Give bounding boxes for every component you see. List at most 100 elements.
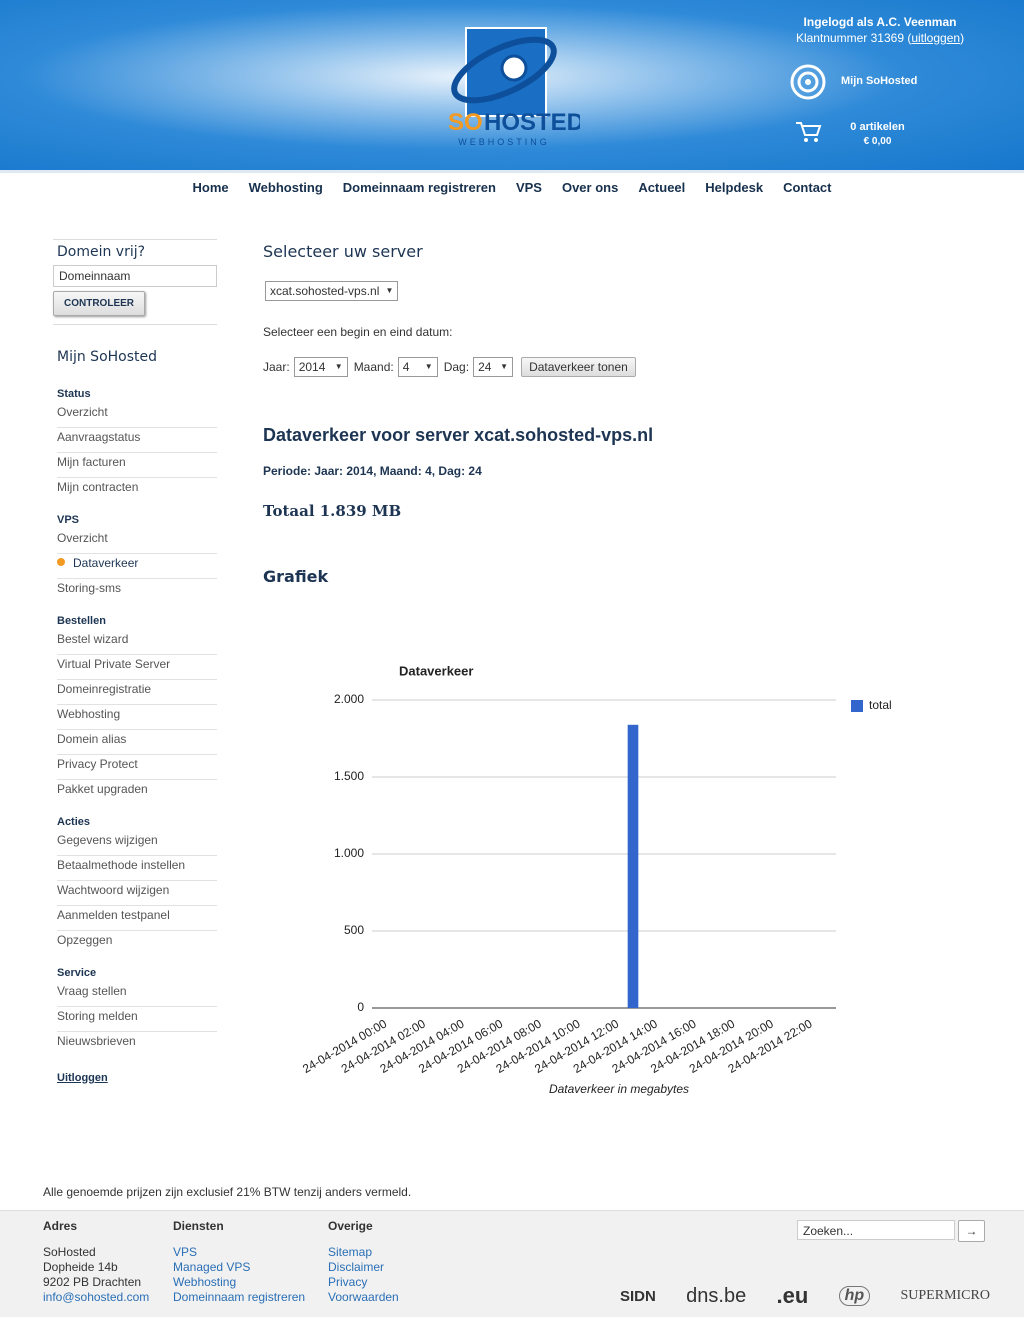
date-row: Jaar:2014 Maand:4 Dag:24 Dataverkeer ton… <box>263 357 636 377</box>
nav-item[interactable]: Domeinnaam registreren <box>342 180 496 195</box>
y-tick-label: 1.500 <box>334 769 364 783</box>
menu-item[interactable]: Bestel wizard <box>57 630 217 655</box>
menu-section: VPS Overzicht Dataverkeer Storing-sms <box>57 511 217 603</box>
menu-section: Status Overzicht Aanvraagstatus Mijn factur… <box>57 385 217 502</box>
section-title: VPS <box>57 514 80 526</box>
footer-link[interactable]: info@sohosted.com <box>43 1290 150 1304</box>
nav-item[interactable]: VPS <box>515 180 542 195</box>
domain-title: Domein vrij? <box>57 244 146 260</box>
menu-item[interactable]: Mijn facturen <box>57 453 217 478</box>
section-items: Bestel wizard Virtual Private Server Domei… <box>57 630 217 804</box>
domain-input[interactable]: Domeinnaam <box>53 265 217 287</box>
menu-item[interactable]: Betaalmethode instellen <box>57 856 217 881</box>
menu-item[interactable]: Wachtwoord wijzigen <box>57 881 217 906</box>
search-button[interactable]: → <box>958 1220 985 1242</box>
footer-link[interactable]: Domeinnaam registreren <box>173 1290 306 1304</box>
menu-item[interactable]: Overzicht <box>57 529 217 554</box>
search-input[interactable]: Zoeken... <box>797 1220 955 1240</box>
month-select[interactable]: 4 <box>397 357 438 377</box>
section-title: Status <box>57 388 91 400</box>
logo-hosted: HOSTED <box>484 109 580 136</box>
footer-link[interactable]: Disclaimer <box>328 1260 385 1274</box>
logo-so: SO <box>448 109 483 136</box>
menu-item[interactable]: Gegevens wijzigen <box>57 831 217 856</box>
menu-item[interactable]: Webhosting <box>57 705 217 730</box>
customer-number: Klantnummer 31369 ( <box>795 31 912 45</box>
day-label: Dag: <box>443 360 470 374</box>
footer-link[interactable]: VPS <box>173 1245 198 1259</box>
logo-tagline: WEBHOSTING <box>458 137 550 147</box>
menu-item[interactable]: Mijn contracten <box>57 480 139 494</box>
logout-link[interactable]: uitloggen <box>911 31 961 45</box>
check-button[interactable]: CONTROLEER <box>53 291 145 316</box>
cart-icon <box>796 122 822 142</box>
menu-item[interactable]: Storing melden <box>57 1007 217 1032</box>
year-select[interactable]: 2014 <box>293 357 348 377</box>
menu-section: Acties Gegevens wijzigen Betaalmethode ins… <box>57 813 217 955</box>
cart-total: € 0,00 <box>863 136 892 147</box>
footer-link[interactable]: Voorwaarden <box>328 1290 399 1304</box>
nav-item[interactable]: Helpdesk <box>705 180 764 195</box>
section-title: Service <box>57 967 97 979</box>
y-tick-label: 1.000 <box>334 846 364 860</box>
logged-in: Ingelogd als A.C. Veenman <box>803 15 957 29</box>
show-button[interactable]: Dataverkeer tonen <box>521 357 636 377</box>
header: SO HOSTED WEBHOSTING Ingelogd als A.C. V… <box>0 0 1024 173</box>
menu-item[interactable]: Dataverkeer <box>57 554 217 579</box>
menu-item[interactable]: Overzicht <box>57 403 217 428</box>
footer-link[interactable]: Webhosting <box>173 1275 237 1289</box>
footer-text: 9202 PB Drachten <box>43 1275 142 1289</box>
menu-item[interactable]: Opzeggen <box>57 933 113 947</box>
menu-item[interactable]: Domeinregistratie <box>57 680 217 705</box>
section-title: Acties <box>57 816 91 828</box>
nav-item[interactable]: Home <box>192 180 229 195</box>
total: Totaal 1.839 MB <box>263 502 402 520</box>
chart-title: Dataverkeer <box>399 663 473 678</box>
chart: Dataverkeer Dataverkeer in megabytes 0 50… <box>300 663 892 1096</box>
server-value: xcat.sohosted-vps.nl <box>265 281 399 301</box>
nav-item[interactable]: Webhosting <box>248 180 323 195</box>
month-label: Maand: <box>353 360 394 374</box>
footer-link[interactable]: Sitemap <box>328 1245 373 1259</box>
menu-item[interactable]: Nieuwsbrieven <box>57 1034 136 1048</box>
footer-text: SoHosted <box>43 1245 96 1259</box>
traffic-heading: Dataverkeer voor server xcat.sohosted-vp… <box>263 425 654 445</box>
paren: ) <box>960 31 965 45</box>
nav-item[interactable]: Actueel <box>638 180 686 195</box>
footer-text: Dopheide 14b <box>43 1260 118 1274</box>
account-link[interactable]: Mijn SoHosted <box>841 75 918 87</box>
footer-link[interactable]: Privacy <box>328 1275 368 1289</box>
footer-column: Diensten VPS Managed VPS Webhosting Domeinna… <box>173 1219 305 1305</box>
partner-logo: SUPERMICRO <box>900 1288 990 1303</box>
sidebar-menu: Status Overzicht Aanvraagstatus Mijn factur… <box>57 385 217 1056</box>
server-select[interactable]: xcat.sohosted-vps.nl <box>265 281 399 301</box>
footer-heading: Diensten <box>173 1219 224 1233</box>
menu-item[interactable]: Aanvraagstatus <box>57 428 217 453</box>
menu-item[interactable]: Storing-sms <box>57 581 122 595</box>
section-items: Overzicht Dataverkeer Storing-sms <box>57 529 217 603</box>
menu-item[interactable]: Domein alias <box>57 730 217 755</box>
partners: SIDN dns.be .eu hp SUPERMICRO <box>620 1283 990 1309</box>
footer-column: Adres SoHosted Dopheide 14b 9202 PB Drachte… <box>43 1219 149 1305</box>
y-tick-label: 0 <box>357 1000 364 1014</box>
price-note: Alle genoemde prijzen zijn exclusief 21%… <box>43 1185 412 1199</box>
menu-item[interactable]: Aanmelden testpanel <box>57 906 217 931</box>
y-tick-label: 500 <box>344 923 364 937</box>
menu-item[interactable]: Privacy Protect <box>57 755 217 780</box>
menu-item[interactable]: Virtual Private Server <box>57 655 217 680</box>
day-select[interactable]: 24 <box>473 357 514 377</box>
section-items: Gegevens wijzigen Betaalmethode instellen… <box>57 831 217 955</box>
footer-link[interactable]: Managed VPS <box>173 1260 251 1274</box>
menu-item[interactable]: Pakket upgraden <box>57 782 148 796</box>
partner-logo: .eu <box>776 1283 809 1308</box>
partner-logo: hp <box>838 1286 871 1306</box>
legend-label: total <box>869 698 892 712</box>
nav-item[interactable]: Contact <box>783 180 832 195</box>
sidebar: Domein vrij? Domeinnaam CONTROLEER Mijn … <box>53 239 217 1084</box>
nav-item[interactable]: Over ons <box>561 180 619 195</box>
legend-swatch <box>851 700 863 712</box>
menu-item[interactable]: Vraag stellen <box>57 982 217 1007</box>
sidebar-logout[interactable]: Uitloggen <box>57 1072 108 1084</box>
year-label: Jaar: <box>263 360 290 374</box>
